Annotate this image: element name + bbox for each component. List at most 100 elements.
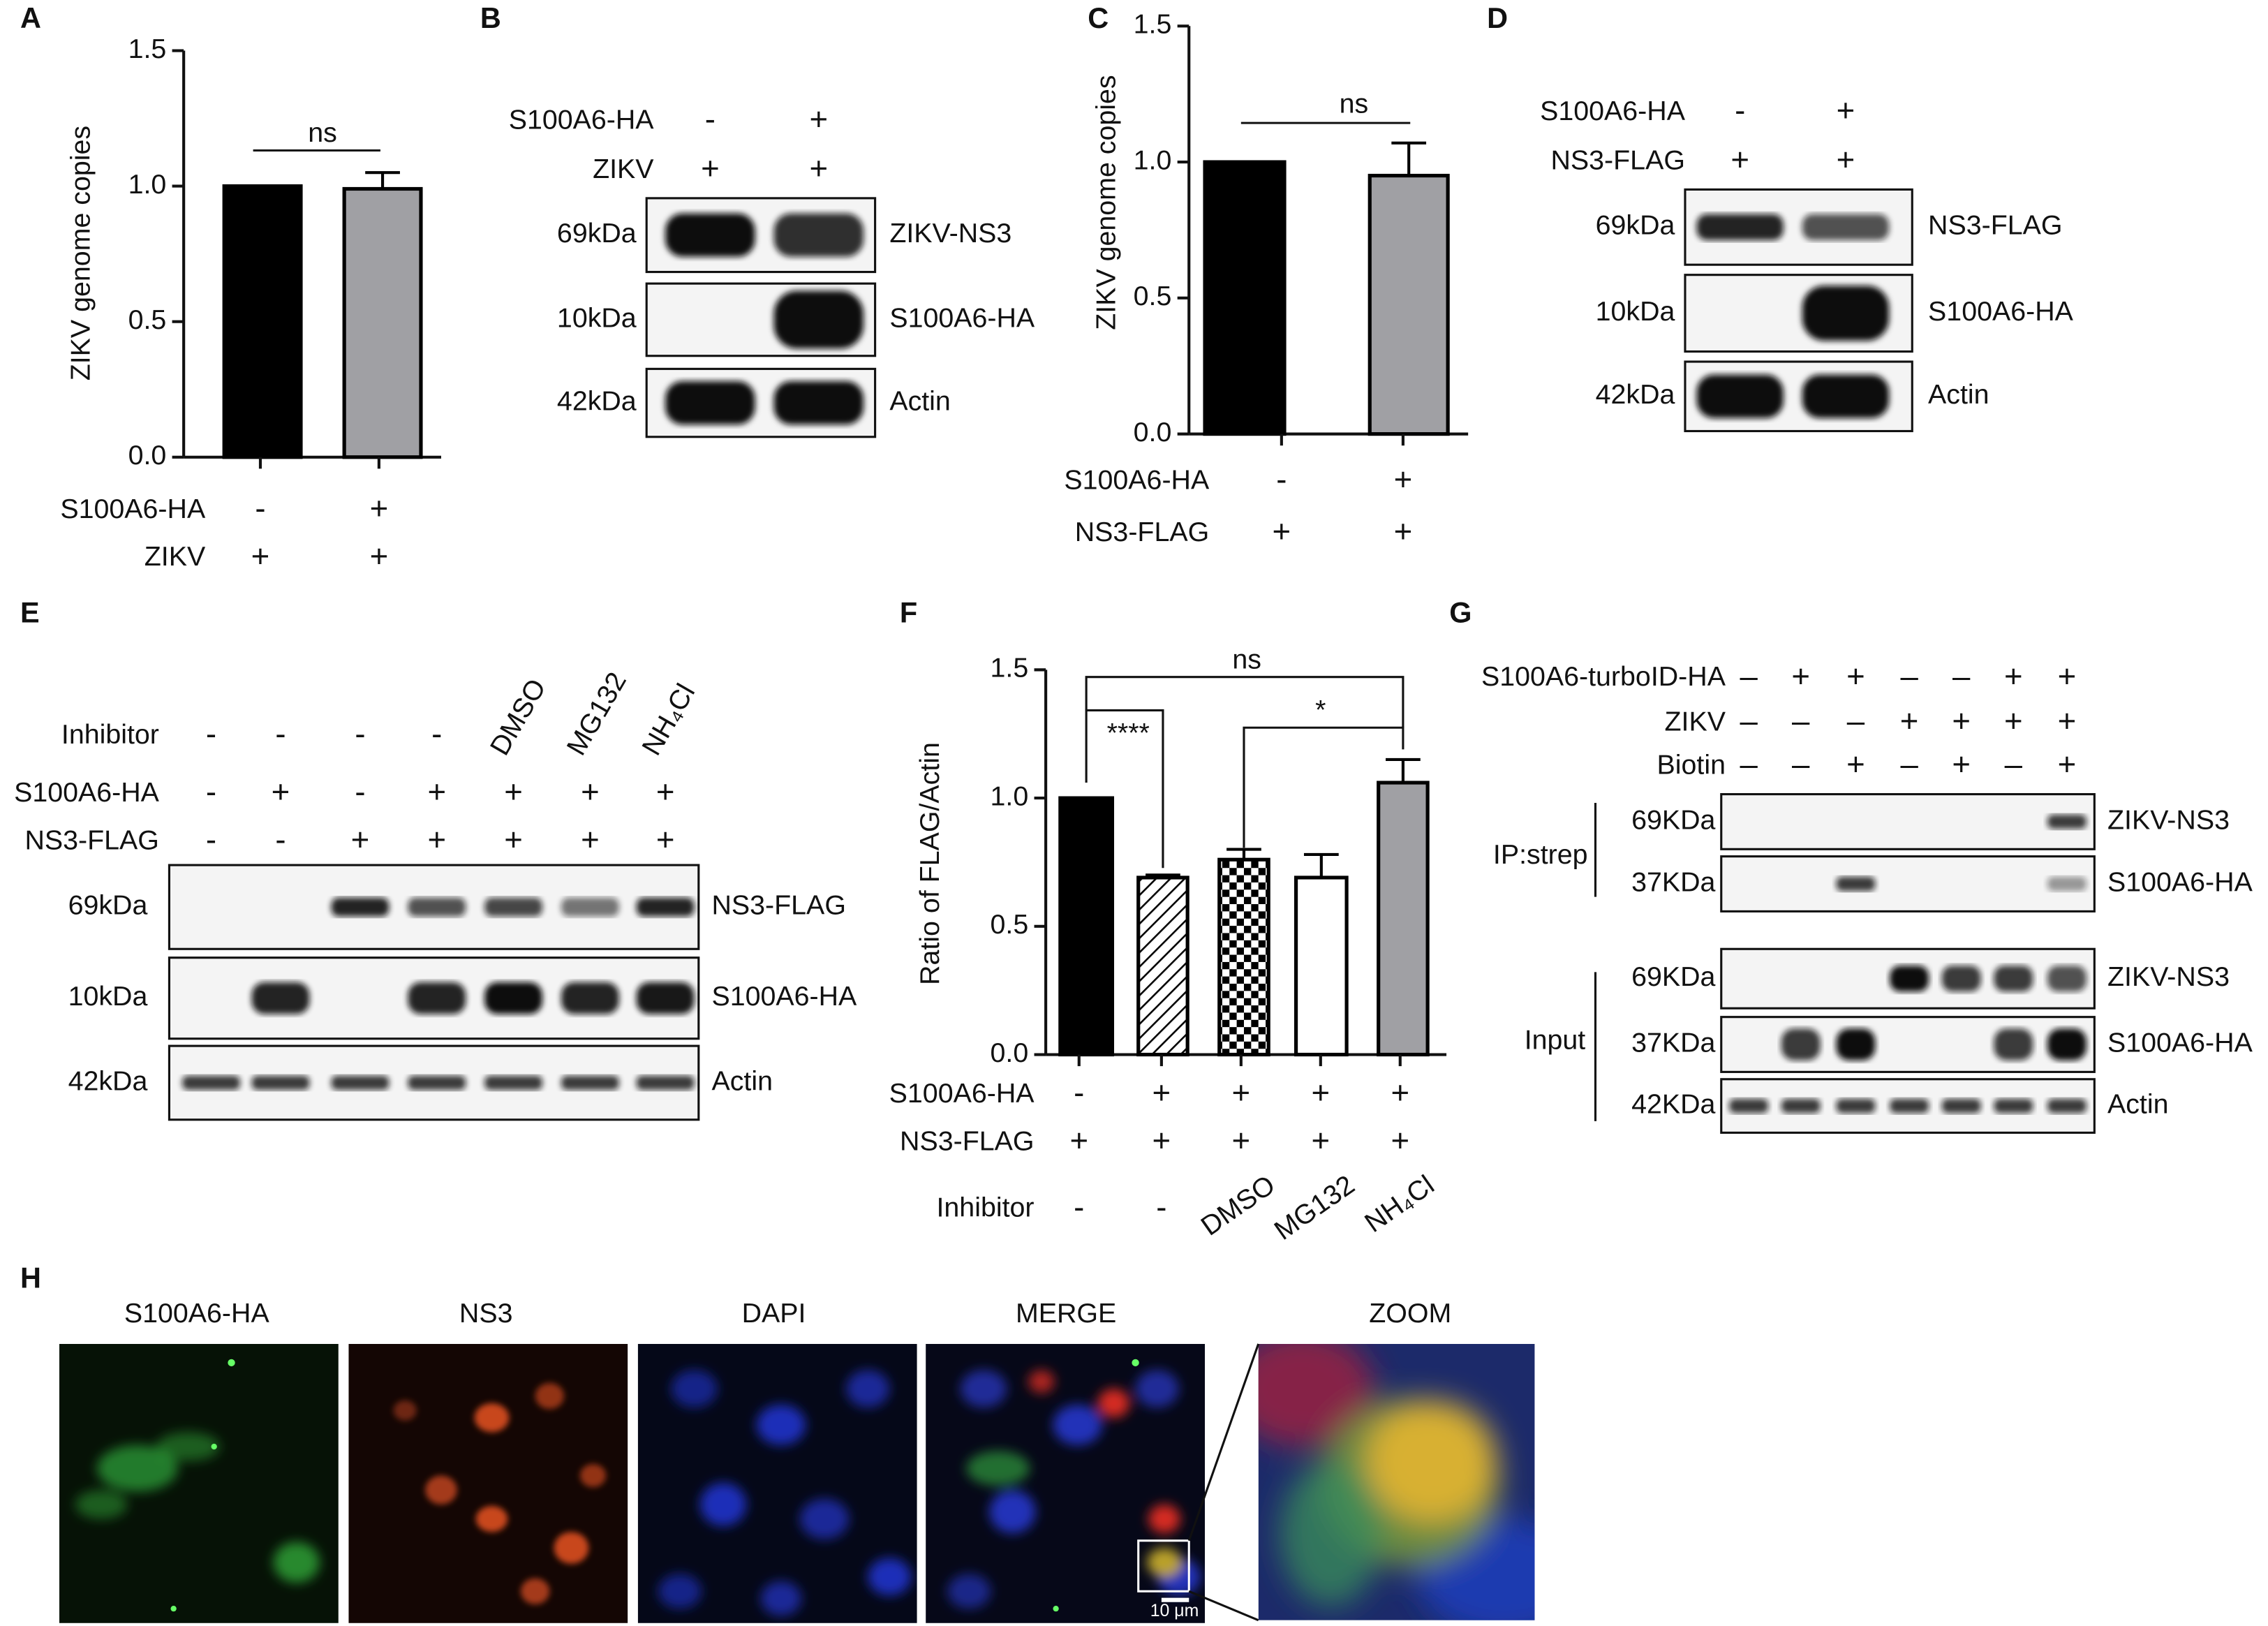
blot-name: ZIKV-NS3 (2107, 804, 2230, 835)
condition-value: + (1069, 1123, 1088, 1158)
blot-name: ZIKV-NS3 (889, 218, 1011, 249)
condition-value: + (1837, 93, 1855, 128)
condition-value: – (1792, 746, 1810, 782)
blot-name: S100A6-HA (2107, 1027, 2253, 1058)
blot-band (773, 380, 864, 425)
condition-value: + (251, 538, 270, 574)
bar (1058, 796, 1115, 1057)
y-tick-label: 1.0 (991, 781, 1029, 811)
significance-label: **** (1107, 718, 1150, 748)
blot-marker: 42KDa (1631, 1088, 1715, 1119)
bar (1203, 160, 1287, 436)
condition-value: – (1952, 658, 1971, 694)
condition-value: + (701, 151, 720, 186)
panel-label: F (900, 596, 917, 629)
panel-label: C (1088, 1, 1109, 34)
blot-band (561, 1075, 619, 1091)
micrograph-green (59, 1343, 339, 1623)
condition-value: + (2058, 746, 2077, 782)
condition-name: S100A6-HA (889, 1078, 1035, 1109)
micrograph-red (348, 1343, 628, 1623)
condition-name: Biotin (1657, 750, 1726, 781)
y-tick-label: 0.0 (128, 440, 167, 471)
condition-value: + (1846, 746, 1865, 782)
condition-value: - (275, 716, 286, 752)
blot-band (1890, 1098, 1929, 1114)
blot-name: S100A6-HA (889, 302, 1035, 333)
blot-band (331, 897, 390, 917)
condition-value: – (1900, 658, 1918, 694)
blot-band (1836, 1028, 1876, 1060)
significance-label: * (1315, 695, 1326, 725)
condition-value: MG132 (561, 667, 632, 760)
condition-value: + (1846, 658, 1865, 694)
condition-value: + (370, 538, 389, 574)
image-title: DAPI (742, 1298, 806, 1329)
blot-marker: 10kDa (68, 981, 148, 1012)
blot-band (2047, 1098, 2087, 1114)
condition-value: + (809, 151, 828, 186)
condition-name: ZIKV (144, 541, 206, 572)
blot-band (773, 213, 864, 257)
blot-band (665, 213, 755, 257)
blot-band (1941, 966, 1981, 992)
condition-name: S100A6-turboID-HA (1481, 661, 1726, 692)
condition-value: + (581, 822, 600, 857)
condition-value: DMSO (484, 674, 552, 760)
blot-name: S100A6-HA (711, 981, 857, 1012)
condition-value: - (355, 716, 365, 752)
blot-band (1994, 966, 2033, 992)
condition-name: S100A6-HA (1064, 464, 1210, 495)
blot-band (331, 1075, 390, 1091)
condition-name: NS3-FLAG (1550, 145, 1684, 175)
condition-value: – (1900, 746, 1918, 782)
blot-name: Actin (1928, 379, 1989, 410)
condition-name: NS3-FLAG (1075, 517, 1209, 547)
condition-value: – (1740, 658, 1758, 694)
blot-group: IP:strep (1493, 839, 1588, 870)
condition-value: DMSO (1196, 1169, 1281, 1242)
error-bar (365, 171, 400, 189)
condition-value: + (1311, 1123, 1330, 1158)
zoom-line (1187, 1343, 1260, 1542)
blot-band (2047, 876, 2087, 892)
y-tick-label: 0.5 (128, 304, 167, 335)
condition-value: NH₄Cl (636, 679, 701, 760)
y-tick-label: 0.0 (1134, 417, 1172, 448)
blot-band (251, 982, 310, 1014)
blot-marker: 69KDa (1631, 961, 1715, 992)
y-tick-label: 1.0 (1134, 145, 1172, 175)
y-axis-label: Ratio of FLAG/Actin (914, 742, 945, 985)
blot-band (561, 982, 619, 1014)
condition-value: + (1952, 703, 1971, 739)
condition-value: - (1735, 93, 1745, 128)
condition-value: + (656, 774, 675, 810)
panel-label: A (20, 1, 41, 34)
condition-value: – (2005, 746, 2023, 782)
condition-value: NH₄Cl (1359, 1169, 1439, 1239)
blot-name: S100A6-HA (1928, 296, 2074, 327)
condition-value: + (370, 490, 389, 526)
condition-value: + (1394, 514, 1413, 549)
blot-band (1696, 214, 1784, 240)
significance-label: ns (308, 117, 337, 148)
blot-marker: 69kDa (68, 890, 148, 921)
blot-band (1729, 1098, 1769, 1114)
condition-name: S100A6-HA (60, 494, 206, 524)
panel-label: E (20, 596, 40, 629)
blot-marker: 69KDa (1631, 804, 1715, 835)
blot-band (636, 1075, 695, 1091)
condition-name: S100A6-HA (1540, 96, 1686, 126)
image-title: S100A6-HA (124, 1298, 270, 1329)
condition-value: - (1074, 1075, 1084, 1111)
blot-marker: 42kDa (557, 385, 637, 416)
condition-value: + (809, 101, 828, 137)
blot-name: Actin (711, 1065, 773, 1096)
condition-value: + (2058, 703, 2077, 739)
condition-value: + (504, 774, 523, 810)
condition-value: + (504, 822, 523, 857)
condition-name: NS3-FLAG (24, 825, 158, 855)
condition-value: + (1952, 746, 1971, 782)
bar (342, 186, 423, 459)
blot-band (1994, 1098, 2033, 1114)
